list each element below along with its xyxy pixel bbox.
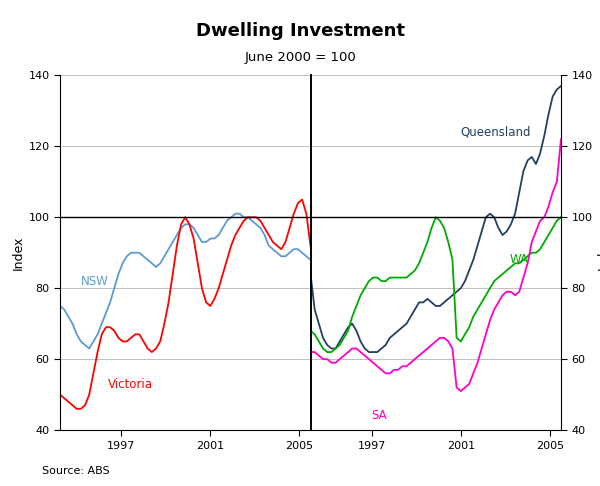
Text: Source: ABS: Source: ABS <box>42 466 110 476</box>
Y-axis label: Index: Index <box>597 236 600 270</box>
Text: Victoria: Victoria <box>108 378 153 391</box>
Text: June 2000 = 100: June 2000 = 100 <box>244 51 356 64</box>
Y-axis label: Index: Index <box>11 236 24 270</box>
Text: Dwelling Investment: Dwelling Investment <box>196 22 404 40</box>
Text: NSW: NSW <box>81 275 109 288</box>
Text: Queensland: Queensland <box>461 126 531 139</box>
Text: SA: SA <box>372 410 388 422</box>
Text: WA: WA <box>510 253 529 266</box>
